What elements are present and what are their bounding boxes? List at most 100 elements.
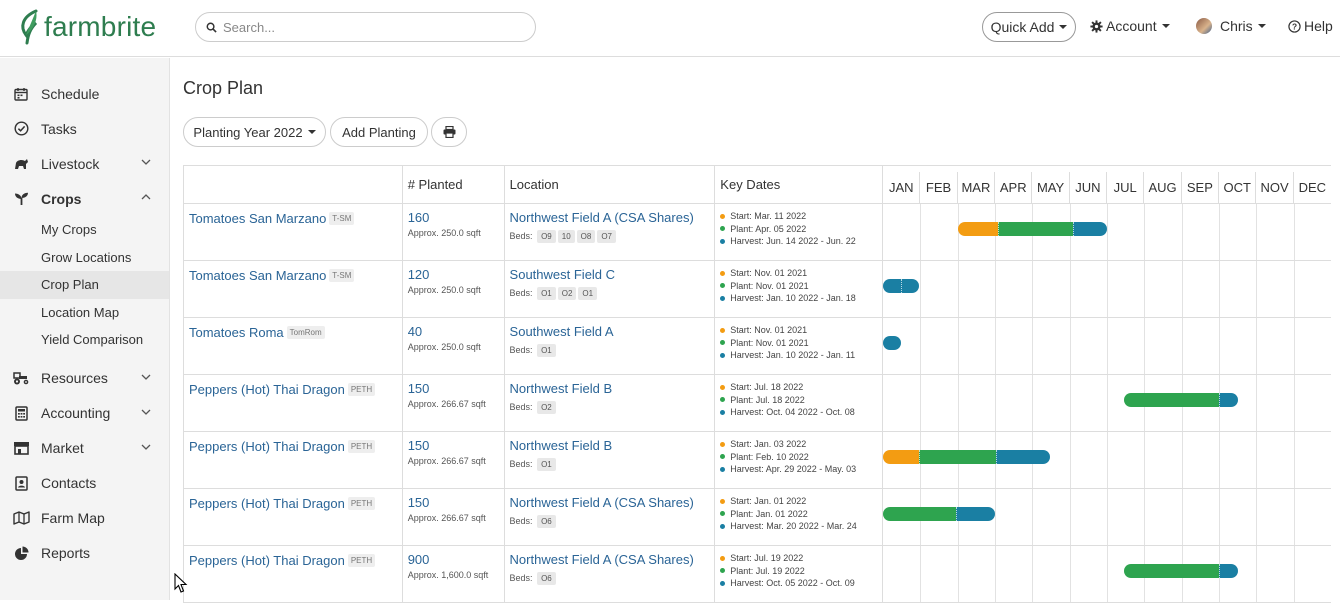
planted-count-link[interactable]: 900 (407, 552, 430, 567)
planted-count-link[interactable]: 150 (407, 495, 430, 510)
top-bar: farmbrite Quick Add Account Chris ? Help (0, 0, 1340, 57)
add-planting-button[interactable]: Add Planting (330, 117, 428, 147)
location-link[interactable]: Southwest Field A (509, 324, 614, 339)
planting-timeline-bar[interactable] (1123, 393, 1238, 407)
location-link[interactable]: Northwest Field B (509, 438, 613, 453)
crop-cell: Tomatoes San Marzano T-SM (184, 261, 403, 317)
table-row: Tomatoes San Marzano T-SM 120 Approx. 250… (184, 261, 1331, 318)
planted-count-link[interactable]: 120 (407, 267, 430, 282)
location-link[interactable]: Northwest Field A (CSA Shares) (509, 210, 694, 225)
month-gridline (1219, 489, 1220, 545)
location-cell: Northwest Field B Beds: O2 (505, 375, 716, 431)
timeline-segment (1123, 564, 1219, 578)
calendar-icon (12, 85, 30, 103)
area-text: Approx. 1,600.0 sqft (407, 570, 489, 580)
timeline-segment (955, 507, 995, 521)
beds-list: Beds: O1 O2 O1 (510, 287, 710, 300)
month-gridline (1144, 489, 1146, 545)
sidebar-subitem-yield-comparison[interactable]: Yield Comparison (41, 332, 144, 348)
month-gridline (1256, 375, 1258, 431)
chevron-down-icon (141, 444, 151, 450)
planted-count-link[interactable]: 40 (407, 324, 423, 339)
mouse-cursor-icon (174, 573, 188, 593)
sidebar-item-contacts[interactable]: Contacts (0, 466, 169, 501)
sidebar-subitem-location-map[interactable]: Location Map (41, 304, 120, 320)
sidebar-subitem-grow-locations[interactable]: Grow Locations (41, 249, 132, 265)
sidebar-item-resources[interactable]: Resources (0, 361, 169, 396)
crop-name-link[interactable]: Tomatoes San Marzano (189, 268, 327, 283)
planted-cell: 160 Approx. 250.0 sqft (403, 204, 505, 260)
planting-timeline-bar[interactable] (883, 507, 995, 521)
header-key-dates: Key Dates (715, 166, 884, 203)
planted-count-link[interactable]: 150 (407, 381, 430, 396)
planting-timeline-bar[interactable] (883, 279, 919, 293)
start-date: Start: Jan. 01 2022 (720, 495, 877, 508)
planting-timeline-bar[interactable] (1123, 564, 1238, 578)
farmbrite-logo[interactable]: farmbrite (18, 9, 156, 45)
plant-date-text: Plant: Jan. 01 2022 (730, 508, 808, 519)
crop-name-link[interactable]: Tomatoes San Marzano (189, 211, 327, 226)
caret-down-icon (1161, 24, 1170, 28)
sidebar-item-tasks[interactable]: Tasks (0, 111, 169, 146)
account-menu[interactable]: Account (1090, 18, 1170, 34)
print-button[interactable] (431, 117, 467, 147)
sidebar-item-market[interactable]: Market (0, 431, 169, 466)
plant-date: Plant: Jan. 01 2022 (720, 508, 877, 521)
crop-name-link[interactable]: Peppers (Hot) Thai Dragon (189, 382, 345, 397)
user-menu[interactable]: Chris (1196, 18, 1266, 34)
planted-count-link[interactable]: 160 (407, 210, 430, 225)
month-gridline (1032, 546, 1034, 602)
timeline-segment (1218, 564, 1238, 578)
sidebar-item-crops[interactable]: Crops (0, 181, 169, 216)
harvest-dot-icon (720, 295, 726, 301)
quick-add-button[interactable]: Quick Add (982, 12, 1076, 42)
sidebar-item-farm-map[interactable]: Farm Map (0, 501, 169, 536)
help-link[interactable]: ? Help (1288, 18, 1333, 34)
location-link[interactable]: Northwest Field A (CSA Shares) (509, 495, 694, 510)
location-link[interactable]: Southwest Field C (509, 267, 616, 282)
timeline-cell (883, 432, 1331, 488)
crop-code-tag: PETH (347, 554, 376, 568)
key-dates-cell: Start: Jan. 03 2022 Plant: Feb. 10 2022 … (715, 432, 883, 488)
crop-cell: Peppers (Hot) Thai Dragon PETH (184, 489, 403, 545)
location-link[interactable]: Northwest Field B (509, 381, 613, 396)
search-input[interactable] (223, 19, 523, 35)
store-icon (12, 439, 30, 457)
crop-name-link[interactable]: Peppers (Hot) Thai Dragon (189, 439, 345, 454)
crop-name-link[interactable]: Tomatoes Roma (189, 325, 284, 340)
beds-list: Beds: O9 10 O8 O7 (510, 230, 710, 243)
planting-timeline-bar[interactable] (883, 450, 1050, 464)
location-cell: Northwest Field B Beds: O1 (505, 432, 716, 488)
sidebar-item-accounting[interactable]: Accounting (0, 396, 169, 431)
sidebar-item-reports[interactable]: Reports (0, 536, 169, 571)
planting-year-dropdown[interactable]: Planting Year 2022 (183, 117, 326, 147)
sidebar-subitem-crop-plan[interactable]: Crop Plan (0, 271, 169, 299)
month-gridline (1293, 318, 1295, 374)
month-gridline (1256, 204, 1258, 260)
timeline-segment (957, 222, 998, 236)
sidebar-item-livestock[interactable]: Livestock (0, 146, 169, 181)
month-gridline (920, 546, 922, 602)
planting-timeline-bar[interactable] (883, 336, 901, 350)
plant-date-text: Plant: Feb. 10 2022 (730, 451, 809, 462)
gantt-track (883, 204, 1331, 260)
sidebar-item-schedule[interactable]: Schedule (0, 76, 169, 111)
month-header-nov: NOV (1256, 172, 1294, 203)
sidebar-item-label: Tasks (41, 120, 77, 137)
crop-code-tag: T-SM (329, 269, 355, 283)
planted-count-link[interactable]: 150 (407, 438, 430, 453)
month-gridline (1293, 489, 1295, 545)
crop-name-link[interactable]: Peppers (Hot) Thai Dragon (189, 553, 345, 568)
month-gridline (1144, 318, 1146, 374)
planted-cell: 150 Approx. 266.67 sqft (403, 489, 505, 545)
month-header-jun: JUN (1070, 172, 1108, 203)
sidebar: Schedule Tasks Livestock Crops My Crops … (0, 58, 170, 600)
table-header-row: # Planted Location Key Dates JAN FEB MAR AP… (184, 166, 1331, 204)
search-box[interactable] (195, 12, 536, 42)
planting-timeline-bar[interactable] (957, 222, 1107, 236)
header-planted: # Planted (403, 166, 505, 203)
timeline-cell (883, 204, 1331, 260)
location-link[interactable]: Northwest Field A (CSA Shares) (509, 552, 694, 567)
sidebar-subitem-my-crops[interactable]: My Crops (41, 222, 97, 238)
crop-name-link[interactable]: Peppers (Hot) Thai Dragon (189, 496, 345, 511)
